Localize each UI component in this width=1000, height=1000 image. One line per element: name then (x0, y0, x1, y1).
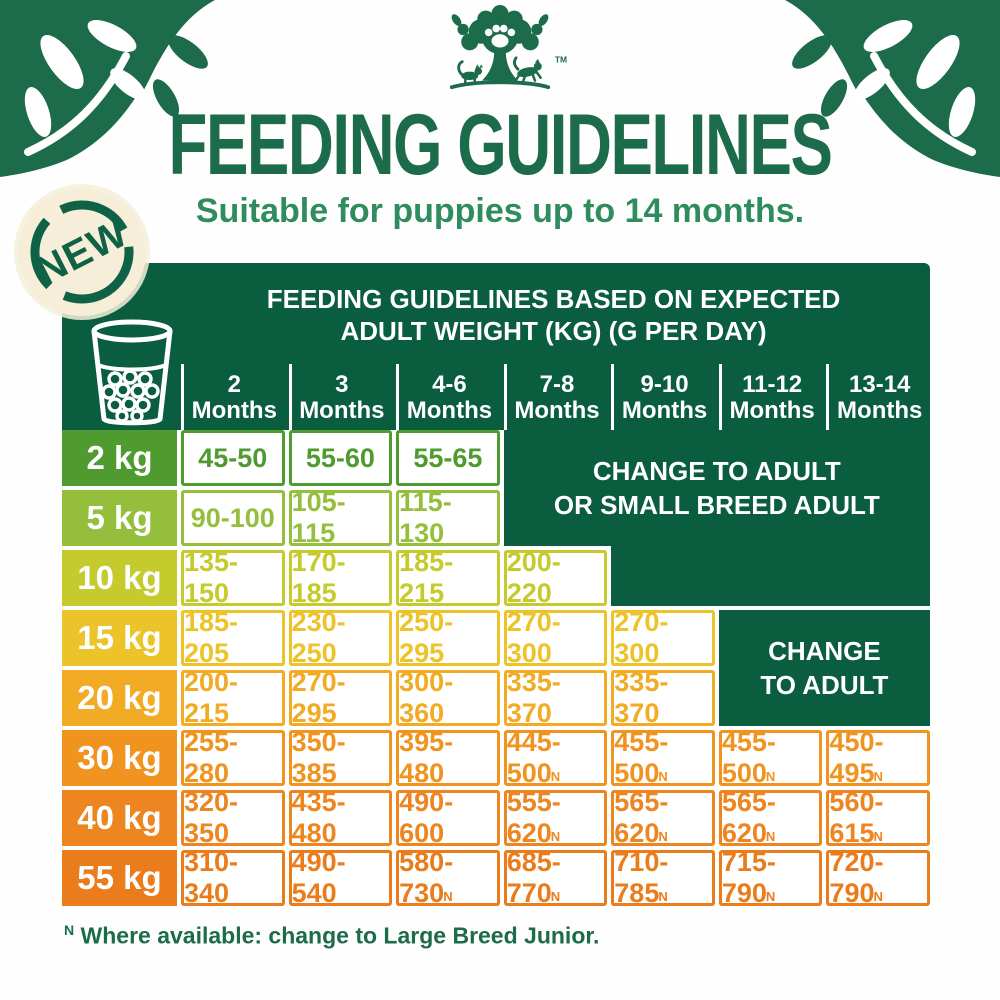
feeding-grid: CHANGE TO ADULT OR SMALL BREED ADULT CHANG… (62, 430, 930, 908)
feeding-value-cell: 395-480 (396, 727, 500, 788)
feeding-value-cell: 350-385 (288, 727, 393, 788)
feeding-value-cell: 270-300 (503, 607, 608, 668)
column-header-7-8-months: 7-8 Months (503, 364, 608, 430)
feeding-value-cell: 170-185 (288, 547, 393, 608)
feeding-value-cell: 105-115 (288, 487, 393, 548)
column-header-11-12-months: 11-12 Months (718, 364, 823, 430)
feeding-value-cell: 455-500 N (718, 727, 823, 788)
column-header-3-months: 3 Months (288, 364, 393, 430)
feeding-value-cell: 45-50 (181, 430, 285, 486)
feeding-value-cell: 255-280 (181, 727, 285, 788)
feeding-value-cell: 310-340 (181, 847, 285, 908)
column-header-spacer (62, 364, 177, 430)
footnote-n-marker: N (550, 889, 561, 904)
feeding-value-cell: 115-130 (396, 487, 500, 548)
column-header-13-14-months: 13-14 Months (826, 364, 930, 430)
footnote-n-marker: N (658, 829, 668, 844)
feeding-value-cell: 135-150 (181, 547, 285, 608)
page-title: FEEDING GUIDELINES (168, 97, 833, 193)
feeding-value-cell: 55-60 (288, 430, 393, 486)
table-title-line2: ADULT WEIGHT (KG) (G PER DAY) (340, 316, 767, 346)
footnote-n-marker: N (658, 769, 668, 784)
footnote-n-marker: N (873, 829, 883, 844)
feeding-value-cell: 320-350 (181, 787, 285, 848)
footnote: N Where available: change to Large Breed… (64, 922, 599, 950)
page-subtitle: Suitable for puppies up to 14 months. (195, 192, 805, 230)
footnote-text: Where available: change to Large Breed J… (80, 922, 600, 949)
footnote-n-marker: N (550, 769, 561, 784)
feeding-value-cell: 720-790 N (826, 847, 930, 908)
feeding-value-cell: 335-370 (503, 667, 608, 728)
footnote-n-marker: N (765, 889, 776, 904)
footnote-n-marker: N (765, 769, 776, 784)
table-title: FEEDING GUIDELINES BASED ON EXPECTED ADU… (177, 283, 930, 347)
feeding-value-cell: 710-785 N (611, 847, 715, 908)
feeding-table: FEEDING GUIDELINES BASED ON EXPECTED ADU… (62, 263, 930, 908)
feeding-value-cell: 490-540 (288, 847, 393, 908)
row-label-20kg: 20 kg (62, 670, 177, 726)
feeding-value-cell: 565-620 N (718, 787, 823, 848)
feeding-value-cell: 90-100 (181, 490, 285, 546)
feeding-value-cell: 565-620 N (611, 787, 715, 848)
row-label-15kg: 15 kg (62, 610, 177, 666)
feeding-value-cell: 450-495 N (826, 727, 930, 788)
row-label-5kg: 5 kg (62, 490, 177, 546)
column-header-2-months: 2 Months (181, 364, 285, 430)
row-label-55kg: 55 kg (62, 850, 177, 906)
feeding-value-cell: 685-770 N (503, 847, 608, 908)
row-label-2kg: 2 kg (62, 430, 177, 486)
feeding-value-cell: 555-620 N (503, 787, 608, 848)
feeding-value-cell: 580-730 N (396, 847, 500, 908)
feeding-value-cell: 200-220 (503, 547, 608, 608)
table-header-band: FEEDING GUIDELINES BASED ON EXPECTED ADU… (62, 263, 930, 430)
feeding-value-cell: 185-215 (396, 547, 500, 608)
feeding-value-cell: 230-250 (288, 607, 393, 668)
feeding-value-cell: 185-205 (181, 607, 285, 668)
footnote-n-marker: N (658, 889, 668, 904)
merged-cell-change-small-breed-adult: CHANGE TO ADULT OR SMALL BREED ADULT (503, 430, 930, 546)
footnote-marker: N (64, 922, 75, 938)
footnote-n-marker: N (443, 889, 453, 904)
new-badge-ring-icon (30, 200, 134, 304)
feeding-value-cell: 560-615 N (826, 787, 930, 848)
row-label-30kg: 30 kg (62, 730, 177, 786)
column-header-row: 2 Months 3 Months 4-6 Months 7-8 Months 9-10 Mont… (62, 364, 930, 430)
feeding-value-cell: 300-360 (396, 667, 500, 728)
footnote-n-marker: N (873, 889, 883, 904)
table-title-line1: FEEDING GUIDELINES BASED ON EXPECTED (266, 284, 841, 314)
footnote-n-marker: N (765, 829, 776, 844)
corner-leaf-decoration-right (780, 0, 1000, 182)
merged-cell-change-adult: CHANGE TO ADULT (718, 610, 930, 726)
feeding-value-cell: 490-600 (396, 787, 500, 848)
feeding-value-cell: 270-295 (288, 667, 393, 728)
feeding-value-cell: 335-370 (611, 667, 715, 728)
row-label-40kg: 40 kg (62, 790, 177, 846)
feeding-value-cell: 455-500 N (611, 727, 715, 788)
row-label-10kg: 10 kg (62, 550, 177, 606)
footnote-n-marker: N (873, 769, 883, 784)
feeding-value-cell: 200-215 (181, 667, 285, 728)
feeding-value-cell: 270-300 (611, 607, 715, 668)
tree-paw-brand-logo-icon: TM (425, 4, 575, 108)
footnote-n-marker: N (550, 829, 561, 844)
column-header-4-6-months: 4-6 Months (396, 364, 500, 430)
measuring-cup-icon (82, 317, 182, 429)
feeding-value-cell: 715-790 N (718, 847, 823, 908)
feeding-value-cell: 55-65 (396, 430, 500, 486)
new-badge: NEW (18, 188, 146, 316)
feeding-value-cell: 445-500 N (503, 727, 608, 788)
corner-leaf-decoration-left (0, 0, 220, 182)
feeding-value-cell: 435-480 (288, 787, 393, 848)
column-header-9-10-months: 9-10 Months (611, 364, 715, 430)
feeding-value-cell: 250-295 (396, 607, 500, 668)
tm-label: TM (555, 55, 567, 65)
